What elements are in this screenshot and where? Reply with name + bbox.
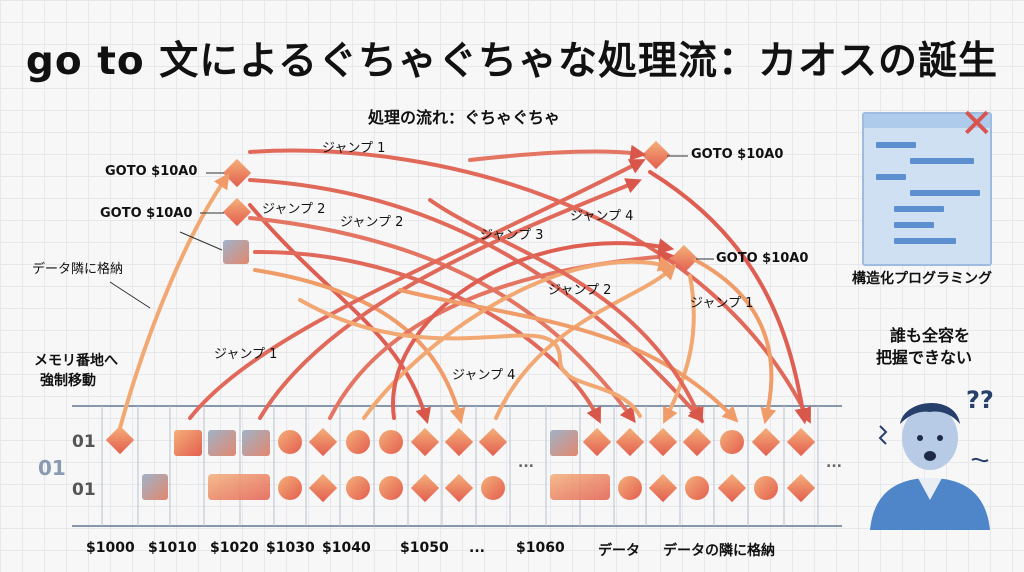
cross-icon: ✕ <box>960 101 994 147</box>
address-label: $1000 <box>86 540 135 556</box>
jump-label: ジャンプ 1 <box>690 296 754 311</box>
tape-row-bottom <box>142 473 816 503</box>
memory-move-note-line1: メモリ番地へ <box>34 353 118 369</box>
ellipsis: ... <box>518 455 534 471</box>
question-marks: ?? <box>966 386 994 414</box>
row-label: 01 <box>72 432 96 452</box>
structured-label: 構造化プログラミング <box>852 271 992 287</box>
jump-label: ジャンプ 4 <box>570 209 634 224</box>
jump-label: ジャンプ 2 <box>340 215 404 230</box>
address-label: ... <box>469 540 485 556</box>
goto-label-1: GOTO $10A0 <box>105 164 198 179</box>
row-label: 01 <box>38 456 66 480</box>
data-adjacent-note: データ隣に格納 <box>32 262 124 277</box>
goto-node-3 <box>641 140 671 170</box>
address-label: $1020 <box>210 540 259 556</box>
address-label: $1050 <box>400 540 449 556</box>
jump-label: ジャンプ 1 <box>322 141 386 156</box>
ellipsis: ... <box>826 455 842 471</box>
flow-heading: 処理の流れ：ぐちゃぐちゃ <box>368 108 561 127</box>
tape-row-top <box>105 425 816 457</box>
jump-label: ジャンプ 2 <box>262 202 326 217</box>
goto-node-1 <box>222 158 252 188</box>
memory-move-note-line2: 強制移動 <box>40 373 96 389</box>
confused-person-icon <box>870 402 990 530</box>
goto-label-3: GOTO $10A0 <box>691 147 784 162</box>
jump-label: ジャンプ 4 <box>452 368 516 383</box>
jump-arrows <box>118 144 811 430</box>
goto-label-4: GOTO $10A0 <box>716 251 809 266</box>
jump-label: ジャンプ 1 <box>214 347 278 362</box>
memory-tape <box>72 405 842 527</box>
address-label: $1010 <box>148 540 197 556</box>
row-label: 01 <box>72 480 96 500</box>
data-node <box>223 240 249 264</box>
address-label: データの隣に格納 <box>663 543 775 559</box>
address-label: $1060 <box>516 540 565 556</box>
confused-line1: 誰も全容を <box>890 326 971 345</box>
structured-flowchart-icon <box>862 112 992 266</box>
goto-node-2 <box>222 197 252 227</box>
page-title: go to 文によるぐちゃぐちゃな処理流：カオスの誕生 <box>25 39 999 84</box>
confused-line2: 把握できない <box>876 348 973 367</box>
address-label: $1040 <box>322 540 371 556</box>
jump-label: ジャンプ 2 <box>548 283 612 298</box>
goto-label-2: GOTO $10A0 <box>100 206 193 221</box>
address-label: $1030 <box>266 540 315 556</box>
jump-label: ジャンプ 3 <box>480 228 544 243</box>
address-label: データ <box>598 543 640 559</box>
